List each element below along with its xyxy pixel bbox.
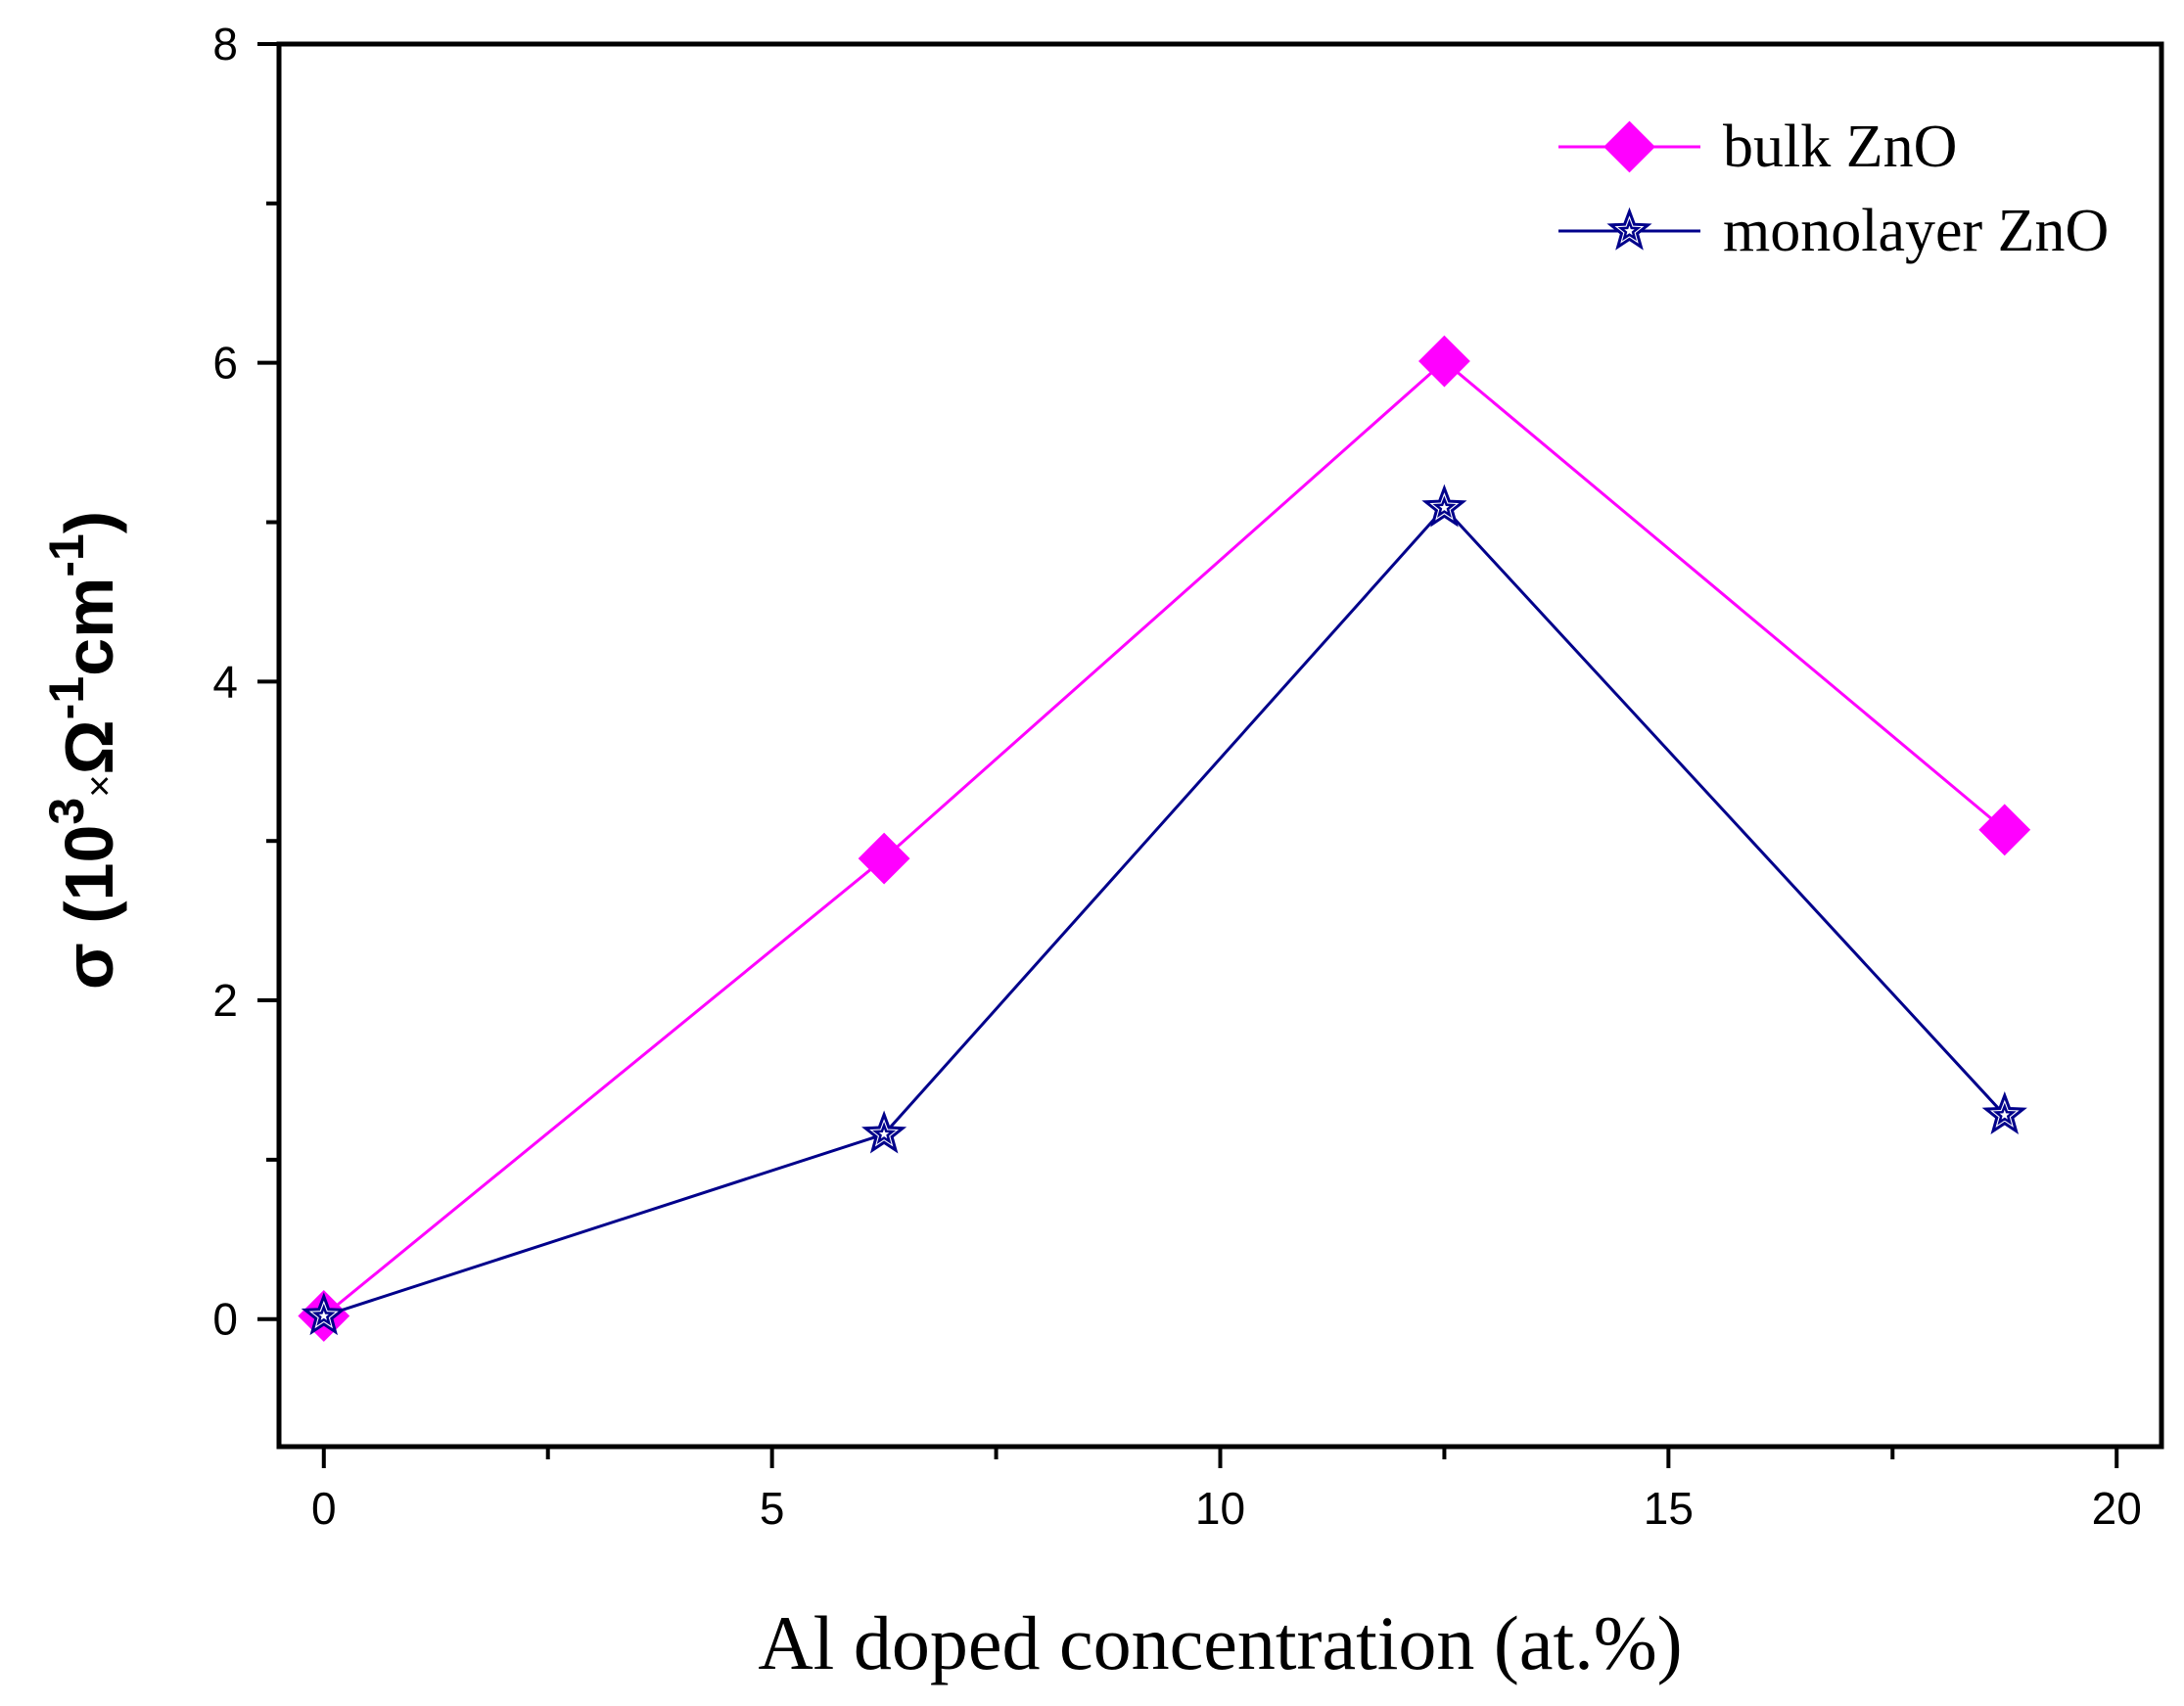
legend-diamond-icon <box>1603 120 1655 173</box>
x-tick-label: 15 <box>1644 1483 1694 1534</box>
y-tick-label: 8 <box>212 19 238 69</box>
data-point-bulk <box>1418 335 1470 388</box>
legend: bulk ZnO monolayer ZnO <box>1558 114 2109 264</box>
y-label-cm: cm <box>51 577 127 676</box>
y-label-close: ) <box>51 511 127 533</box>
x-axis-label: Al doped concentration (at.%) <box>758 1600 1682 1685</box>
y-label-open: (10 <box>51 825 127 944</box>
series-line-monolayer <box>323 505 2006 1317</box>
y-label-omega: Ω <box>51 719 127 774</box>
data-point-monolayer <box>301 1292 347 1336</box>
data-point-bulk <box>1978 804 2031 856</box>
y-tick-label: 0 <box>212 1294 238 1345</box>
star-outer <box>1421 484 1467 528</box>
star-outer <box>1606 207 1652 251</box>
y-tick-label: 2 <box>212 975 238 1026</box>
axis-ticks: 0 5 10 15 20 0 2 4 6 8 <box>212 19 2141 1534</box>
star-outer <box>301 1292 347 1336</box>
star-inner <box>1992 1102 2017 1126</box>
y-label-exp-b: -1 <box>39 533 94 576</box>
data-point-monolayer <box>861 1110 907 1154</box>
y-label-exp-a: -1 <box>39 676 94 719</box>
star-inner <box>1432 495 1457 518</box>
star-outer <box>1981 1091 2027 1134</box>
legend-label-bulk: bulk ZnO <box>1723 114 1957 180</box>
y-axis-label: σ (103×Ω-1cm-1) <box>39 511 127 990</box>
x-tick-label: 0 <box>311 1483 337 1534</box>
star-inner <box>311 1303 336 1326</box>
legend-marker-monolayer <box>1606 207 1652 251</box>
plot-frame <box>276 41 2164 1450</box>
y-label-exp3: 3 <box>39 798 94 825</box>
data-point-monolayer <box>1421 484 1467 528</box>
y-tick-label: 6 <box>212 338 238 389</box>
data-point-monolayer <box>1981 1091 2027 1134</box>
x-tick-label: 5 <box>760 1483 785 1534</box>
star-inner <box>872 1122 897 1144</box>
y-label-sigma: σ <box>51 943 127 990</box>
legend-label-monolayer: monolayer ZnO <box>1723 198 2109 264</box>
x-tick-label: 20 <box>2092 1483 2142 1534</box>
y-label-times: × <box>78 774 121 797</box>
x-tick-label: 10 <box>1195 1483 1245 1534</box>
series-line-bulk <box>322 359 2006 1317</box>
series-layer <box>298 335 2031 1342</box>
star-outer <box>861 1110 907 1154</box>
star-inner <box>1617 218 1642 242</box>
data-point-bulk <box>858 832 910 885</box>
legend-marker-bulk <box>1603 120 1655 173</box>
legend-star-icon <box>1606 207 1652 251</box>
y-tick-label: 4 <box>212 656 238 707</box>
